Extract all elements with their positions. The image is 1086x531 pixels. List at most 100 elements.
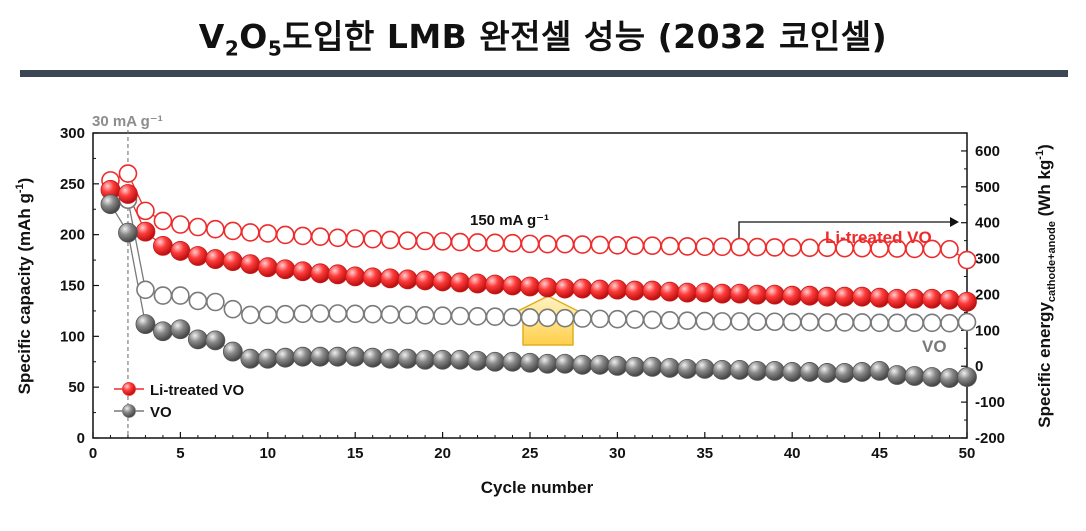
vo-capacity-point — [852, 362, 873, 382]
legend-vo-marker — [122, 404, 136, 418]
vo-capacity-point — [555, 353, 575, 374]
vo-capacity-point — [677, 358, 698, 379]
li-treated-energy-point — [643, 236, 662, 255]
li-treated-capacity-point — [904, 288, 925, 309]
vo-capacity-point — [799, 362, 820, 382]
y2-tick-label: 400 — [975, 215, 1000, 232]
vo-energy-point — [136, 280, 155, 300]
vo-energy-point — [887, 313, 907, 333]
li-treated-capacity-point — [712, 283, 733, 304]
li-treated-capacity-point — [729, 283, 750, 304]
li-treated-energy-point — [345, 229, 365, 248]
vo-energy-point — [223, 299, 243, 319]
li-treated-capacity-point — [590, 279, 610, 300]
vo-capacity-point — [310, 346, 331, 367]
vo-capacity-point — [467, 350, 488, 371]
li-treated-capacity-point — [694, 282, 715, 303]
li-treated-energy-point — [782, 238, 802, 257]
vo-capacity-point — [887, 365, 907, 385]
x-tick-label: 45 — [871, 445, 888, 462]
li-treated-capacity-point — [397, 269, 418, 290]
li-treated-energy-point — [485, 233, 505, 253]
li-treated-energy-point — [747, 237, 767, 257]
vo-capacity-point — [537, 353, 558, 374]
vo-capacity-point — [502, 351, 523, 372]
vo-energy-point — [363, 304, 382, 324]
li-treated-energy-point — [712, 237, 732, 257]
vo-energy-point — [398, 305, 417, 325]
vo-energy-point — [817, 313, 837, 332]
vo-energy-point — [241, 305, 260, 325]
energy-axis-pointer-head — [950, 217, 959, 227]
vo-capacity-point — [764, 360, 785, 381]
x-tick-label: 40 — [784, 445, 801, 462]
x-tick-label: 30 — [609, 445, 626, 462]
li-treated-energy-point — [171, 215, 190, 234]
vo-energy-point — [345, 304, 365, 324]
y-tick-label: 50 — [68, 379, 85, 396]
li-treated-capacity-point — [327, 264, 348, 285]
li-treated-energy-point — [293, 226, 313, 246]
li-treated-energy-point — [468, 233, 487, 252]
li-treated-capacity-point — [310, 263, 331, 284]
li-treated-capacity-point — [555, 278, 575, 299]
x-tick-label: 50 — [959, 445, 976, 462]
li-treated-energy-point — [730, 237, 750, 257]
vo-capacity-point — [624, 356, 645, 377]
vo-energy-point — [747, 312, 767, 332]
vo-capacity-point — [187, 329, 208, 350]
y2-tick-label: 100 — [975, 322, 1000, 339]
li-treated-energy-point — [258, 224, 278, 243]
y2-tick-label: 200 — [975, 286, 1000, 303]
vo-energy-point — [415, 305, 435, 325]
li-treated-capacity-point — [187, 246, 208, 266]
vo-energy-point — [625, 310, 645, 329]
y-tick-label: 300 — [60, 125, 85, 142]
li-treated-capacity-point — [817, 286, 838, 307]
vo-capacity-point — [275, 347, 296, 368]
vo-capacity-point — [485, 351, 505, 372]
vo-energy-point — [538, 308, 557, 328]
vo-energy-point — [206, 292, 225, 312]
li-treated-capacity-point — [485, 274, 505, 295]
li-treated-capacity-point — [118, 184, 138, 204]
vo-capacity-point — [817, 363, 838, 383]
li-treated-capacity-point — [240, 254, 261, 275]
li-treated-capacity-point — [887, 288, 907, 309]
vo-energy-point — [870, 313, 889, 333]
li-treated-capacity-point — [939, 289, 960, 310]
vo-energy-point — [852, 313, 872, 332]
vo-capacity-point — [205, 330, 226, 351]
marks-layer: Li-treated VO VO Li-treated VO VO — [100, 164, 977, 421]
vo-capacity-point — [153, 321, 173, 342]
vo-energy-point — [258, 305, 278, 325]
vo-capacity-point — [869, 360, 890, 381]
li-treated-capacity-point — [659, 281, 680, 302]
rate-label-30: 30 mA g⁻¹ — [92, 113, 163, 130]
li-treated-energy-point — [415, 231, 435, 251]
vo-energy-point — [275, 304, 295, 324]
x-tick-label: 20 — [434, 445, 451, 462]
vo-capacity-point — [729, 359, 750, 380]
vo-energy-point — [433, 306, 452, 325]
vo-energy-point — [835, 313, 854, 332]
li-treated-capacity-point — [677, 282, 698, 303]
li-treated-capacity-point — [345, 266, 366, 287]
li-treated-energy-point — [695, 237, 715, 257]
vo-capacity-point — [432, 349, 453, 370]
li-treated-energy-point — [241, 223, 260, 242]
li-treated-energy-point — [503, 233, 522, 253]
x-tick-label: 10 — [259, 445, 276, 462]
li-treated-capacity-point — [292, 261, 313, 282]
vo-energy-point — [922, 313, 942, 333]
li-treated-energy-point — [940, 239, 959, 259]
li-treated-capacity-point — [852, 286, 873, 307]
li-treated-capacity-point — [834, 286, 855, 307]
vo-capacity-point — [590, 354, 610, 375]
li-treated-capacity-point — [572, 278, 593, 299]
vo-capacity-point — [747, 360, 768, 381]
vo-energy-point — [293, 304, 313, 324]
vo-capacity-point — [100, 194, 121, 215]
rate-label-150: 150 mA g⁻¹ — [470, 212, 549, 229]
